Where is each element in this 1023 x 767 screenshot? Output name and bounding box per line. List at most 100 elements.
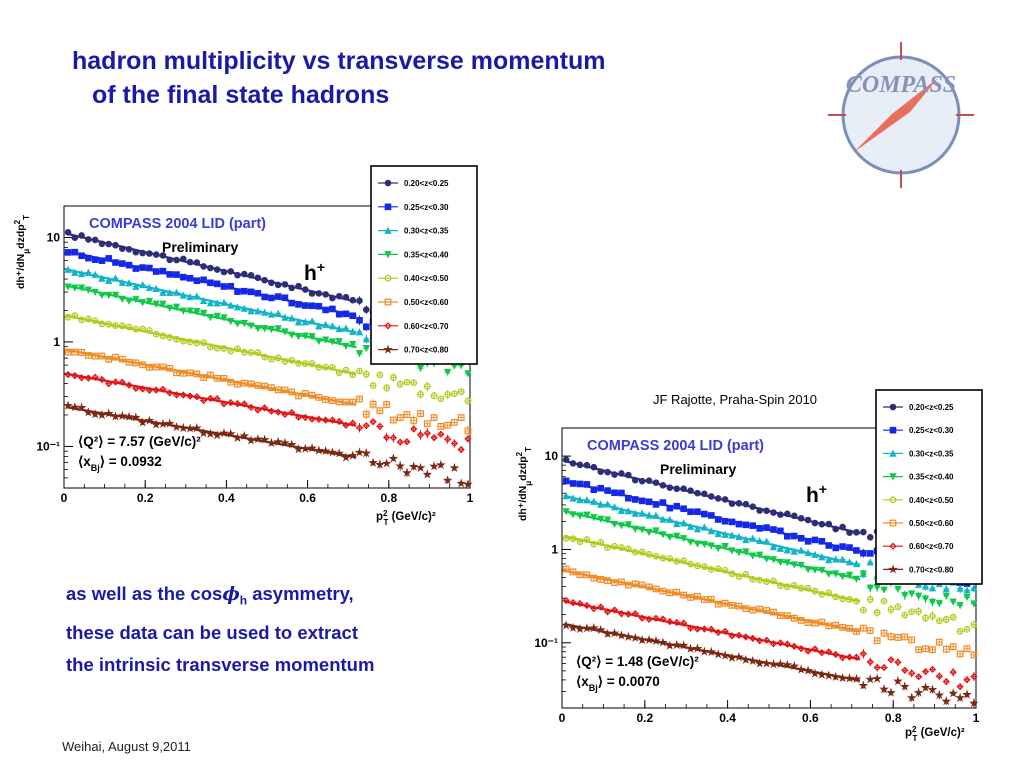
data-point <box>410 425 418 433</box>
data-point <box>721 543 729 551</box>
x-axis-label-unit: (GeV/c)² <box>388 511 435 523</box>
data-point <box>403 378 411 386</box>
data-point <box>921 667 930 676</box>
data-point <box>362 410 370 418</box>
data-point <box>811 645 819 653</box>
fit-line <box>563 510 861 581</box>
legend-marker <box>384 322 392 330</box>
data-point <box>368 457 378 467</box>
data-point <box>783 640 791 648</box>
y-axis-label-sub2: T <box>22 215 31 220</box>
hadron-label-main: h <box>304 262 317 285</box>
data-point <box>673 618 681 627</box>
collaboration-label: COMPASS 2004 LID (part) <box>89 216 266 232</box>
data-point <box>402 467 412 477</box>
data-point <box>417 410 424 418</box>
data-point <box>934 690 945 700</box>
data-point <box>98 375 106 384</box>
data-point <box>948 688 959 698</box>
legend-marker <box>889 403 897 411</box>
data-point <box>376 407 384 415</box>
data-point <box>301 390 309 397</box>
legend-marker <box>384 203 392 211</box>
legend-entry: 0.20<z<0.25 <box>404 179 449 188</box>
data-point <box>927 684 938 694</box>
series-0 <box>64 229 472 334</box>
y-axis-label-sub: μ <box>524 481 533 486</box>
data-point <box>423 429 431 437</box>
series-6 <box>64 370 472 454</box>
desc-line-1: as well as the cosϕh asymmetry, <box>66 578 486 617</box>
data-point <box>865 674 876 684</box>
data-point <box>410 379 418 387</box>
data-point <box>942 585 950 593</box>
data-point <box>866 550 874 557</box>
data-point <box>922 614 929 622</box>
data-point <box>921 582 930 590</box>
x-axis-label-main: p <box>376 511 383 523</box>
data-point <box>617 506 626 515</box>
data-point <box>860 528 867 536</box>
legend-marker <box>384 179 392 187</box>
data-point <box>673 519 681 528</box>
data-point <box>963 676 971 684</box>
x-axis-label-sup: 2 <box>383 509 388 518</box>
data-point <box>935 600 943 608</box>
x-tick-label: 0.8 <box>885 711 902 725</box>
data-point <box>395 460 406 471</box>
data-point <box>915 592 923 600</box>
data-point <box>866 533 874 541</box>
data-point <box>381 458 392 468</box>
data-point <box>610 606 619 614</box>
legend-entry: 0.40<z<0.50 <box>404 274 449 283</box>
data-point <box>652 527 660 535</box>
data-point <box>362 344 370 353</box>
x-axis-label-sub: T <box>383 518 388 527</box>
fit-line <box>65 232 357 303</box>
title-line-2: of the final state hadrons <box>92 81 390 109</box>
data-point <box>355 424 364 432</box>
data-point <box>955 692 965 702</box>
data-point <box>361 448 372 458</box>
data-point <box>970 651 978 659</box>
data-point <box>866 584 874 592</box>
hadron-label: h+ <box>304 259 325 285</box>
data-point <box>928 665 937 674</box>
data-point <box>956 602 964 610</box>
y-axis-label-post: dzdp <box>15 224 27 249</box>
fit-line <box>563 459 861 535</box>
data-point <box>200 309 208 317</box>
data-point <box>449 462 460 473</box>
legend-box <box>875 389 983 585</box>
data-point <box>894 658 902 666</box>
data-point <box>315 322 323 330</box>
data-point <box>362 335 370 343</box>
data-point <box>349 341 357 349</box>
data-point <box>887 656 895 664</box>
data-point <box>906 692 917 702</box>
data-point <box>859 650 867 658</box>
data-point <box>206 394 215 402</box>
data-point <box>328 416 337 424</box>
data-point <box>879 684 889 694</box>
data-point <box>866 595 874 603</box>
data-point <box>450 439 459 448</box>
x-tick-label: 0.6 <box>802 711 819 725</box>
data-point <box>769 543 778 551</box>
data-point <box>880 586 888 594</box>
data-point <box>707 625 715 633</box>
data-point <box>908 669 916 677</box>
data-point <box>908 636 916 644</box>
hadron-label-main: h <box>806 484 819 507</box>
x-tick-label: 0.4 <box>719 711 736 725</box>
y-axis-label-sup: 2 <box>13 219 22 224</box>
data-point <box>963 593 971 602</box>
data-point <box>776 544 785 552</box>
series-7 <box>561 620 979 709</box>
data-point <box>422 469 433 479</box>
data-point <box>762 636 771 644</box>
x-tick-label: 1 <box>467 491 474 505</box>
data-point <box>464 427 472 435</box>
data-point <box>464 435 472 443</box>
data-point <box>376 371 384 379</box>
